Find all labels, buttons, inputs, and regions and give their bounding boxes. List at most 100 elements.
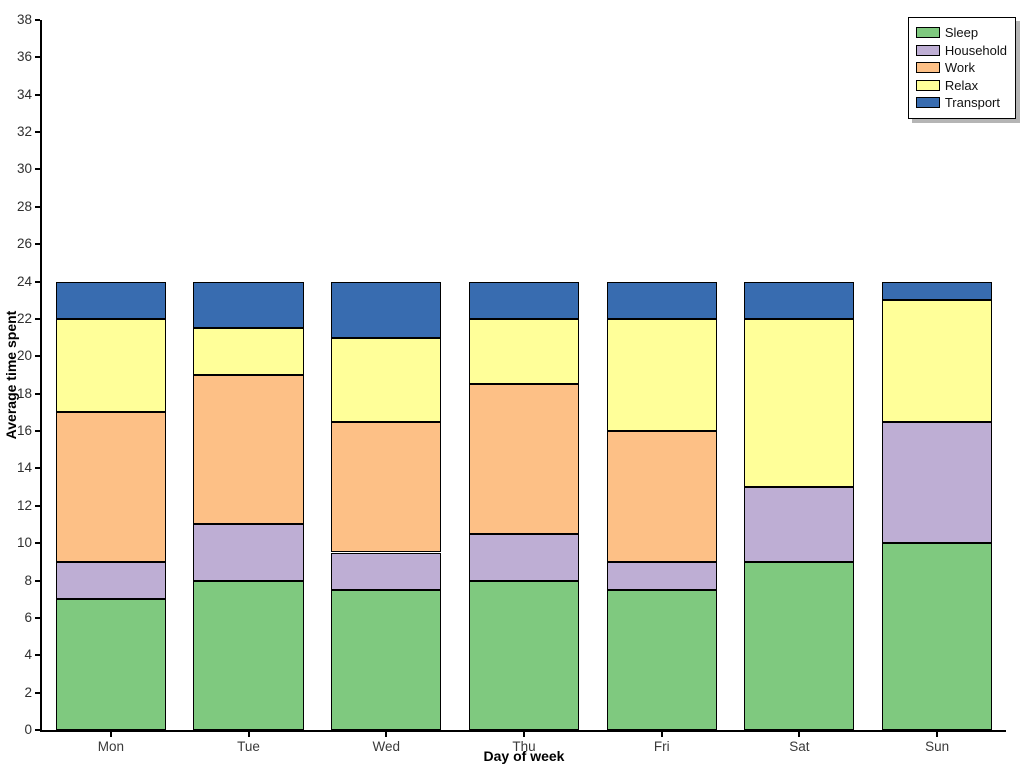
bar-segment-mon-transport <box>55 281 166 319</box>
legend-label: Work <box>944 60 975 76</box>
y-tick-label: 0 <box>24 722 32 737</box>
y-axis-title: Average time spent <box>3 310 19 440</box>
y-tick-mark <box>35 467 40 470</box>
y-tick-label: 14 <box>16 460 32 476</box>
bar-segment-tue-transport <box>193 281 304 329</box>
legend-label: Household <box>944 42 1007 58</box>
legend: Sleep Household Work Relax Transport <box>907 17 1016 119</box>
bar-segment-thu-transport <box>468 281 580 319</box>
bar-segment-tue-relax <box>193 328 304 375</box>
bar-segment-wed-relax <box>331 337 442 422</box>
y-tick-label: 26 <box>16 236 32 252</box>
x-tick-label: Sun <box>925 739 950 754</box>
x-tick-mark <box>247 732 250 737</box>
y-axis-spine <box>40 20 42 732</box>
x-tick-label: Thu <box>512 739 536 754</box>
x-tick-label: Fri <box>653 739 670 754</box>
x-tick-mark <box>109 732 112 737</box>
bar-segment-fri-sleep <box>606 589 717 730</box>
y-tick-mark <box>35 392 40 395</box>
bar-segment-sat-household <box>744 487 855 562</box>
y-tick-mark <box>35 56 40 59</box>
x-tick-label: Tue <box>237 739 260 754</box>
y-tick-label: 2 <box>24 684 32 700</box>
y-tick-label: 18 <box>16 385 32 401</box>
legend-swatch-transport <box>915 97 940 109</box>
bar-segment-wed-sleep <box>331 589 442 730</box>
y-tick-label: 28 <box>16 198 32 214</box>
bar-segment-wed-work <box>331 421 442 553</box>
legend-item-relax: Relax <box>915 77 1007 95</box>
bar-segment-thu-household <box>468 533 580 581</box>
y-tick-mark <box>35 542 40 545</box>
bar-segment-sun-household <box>882 421 993 544</box>
y-tick-mark <box>35 131 40 134</box>
x-tick-mark <box>660 732 663 737</box>
y-tick-mark <box>35 729 40 731</box>
bar-segment-fri-household <box>606 561 717 590</box>
legend-swatch-relax <box>915 79 940 91</box>
y-tick-label: 38 <box>16 12 32 27</box>
x-axis-spine <box>40 730 1006 732</box>
bar-segment-tue-work <box>193 375 304 525</box>
y-tick-label: 10 <box>16 535 32 551</box>
y-tick-mark <box>35 355 40 358</box>
y-tick-label: 8 <box>24 572 32 588</box>
bar-segment-tue-sleep <box>193 580 304 730</box>
x-tick-mark <box>936 732 939 737</box>
y-tick-label: 30 <box>16 161 32 177</box>
legend-item-household: Household <box>915 42 1007 60</box>
y-tick-mark <box>35 205 40 208</box>
bar-segment-mon-household <box>55 561 166 600</box>
y-tick-label: 16 <box>16 423 32 439</box>
bar-segment-fri-relax <box>606 318 717 432</box>
bar-segment-mon-relax <box>55 318 166 413</box>
y-tick-label: 32 <box>16 124 32 140</box>
y-tick-mark <box>35 691 40 694</box>
x-axis-title: Day of week <box>483 748 565 764</box>
x-tick-label: Sat <box>789 739 810 754</box>
bar-segment-wed-transport <box>331 281 442 338</box>
y-tick-mark <box>35 430 40 433</box>
bar-segment-sun-relax <box>882 300 993 422</box>
bar-segment-thu-relax <box>468 318 580 385</box>
bar-segment-sat-sleep <box>744 561 855 730</box>
bar-segment-thu-work <box>468 384 580 534</box>
x-tick-label: Wed <box>372 739 401 754</box>
y-tick-mark <box>35 280 40 283</box>
bar-segment-sat-relax <box>744 318 855 488</box>
legend-swatch-sleep <box>915 27 940 39</box>
legend-label: Relax <box>944 77 979 93</box>
y-tick-mark <box>35 504 40 507</box>
y-tick-mark <box>35 616 40 619</box>
bar-segment-fri-transport <box>606 281 717 319</box>
y-tick-label: 6 <box>24 609 32 625</box>
bar-segment-thu-sleep <box>468 580 580 730</box>
legend-label: Transport <box>944 95 1000 111</box>
bar-segment-wed-household <box>331 552 442 590</box>
y-tick-mark <box>35 579 40 582</box>
y-tick-label: 36 <box>16 49 32 65</box>
y-tick-mark <box>35 19 40 21</box>
y-tick-label: 22 <box>16 310 32 326</box>
y-tick-mark <box>35 654 40 657</box>
legend-item-work: Work <box>915 59 1007 77</box>
legend-label: Sleep <box>944 25 979 41</box>
y-tick-label: 12 <box>16 497 32 513</box>
y-tick-label: 34 <box>16 86 32 102</box>
x-tick-mark <box>385 732 388 737</box>
bar-segment-sun-transport <box>882 281 993 301</box>
legend-item-sleep: Sleep <box>915 24 1007 42</box>
legend-swatch-work <box>915 62 940 74</box>
y-tick-label: 4 <box>24 647 32 663</box>
bar-segment-mon-work <box>55 412 166 562</box>
bar-segment-sat-transport <box>744 281 855 319</box>
y-tick-mark <box>35 317 40 320</box>
y-tick-label: 20 <box>16 348 32 364</box>
x-tick-mark <box>523 732 525 737</box>
x-tick-mark <box>798 732 801 737</box>
legend-item-transport: Transport <box>915 94 1007 112</box>
bar-segment-mon-sleep <box>55 599 166 730</box>
bar-segment-fri-work <box>606 431 717 562</box>
bar-segment-tue-household <box>193 524 304 581</box>
